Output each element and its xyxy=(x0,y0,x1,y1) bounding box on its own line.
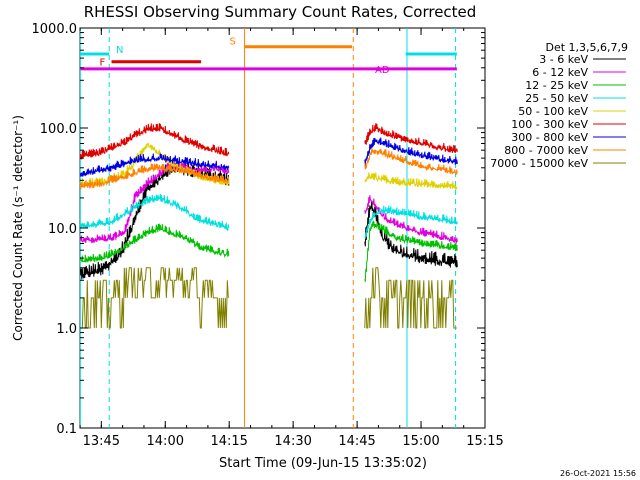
x-tick-label: 14:15 xyxy=(210,434,247,449)
plot-frame xyxy=(79,27,486,429)
x-tick-label: 13:45 xyxy=(83,434,120,449)
flag-label-s: S xyxy=(230,37,236,48)
y-tick-label: 1000.0 xyxy=(32,22,78,37)
generation-timestamp: 26-Oct-2021 15:56 xyxy=(560,469,636,478)
series-line-300-800-kev xyxy=(79,153,230,177)
x-tick-label: 14:00 xyxy=(147,434,184,449)
y-tick-label: 0.1 xyxy=(56,422,77,437)
legend-label-100-300-kev: 100 - 300 keV xyxy=(511,118,588,131)
legend-label-800-7000-kev: 800 - 7000 keV xyxy=(504,144,588,157)
series-line-800-7000-kev xyxy=(79,163,230,190)
y-tick-label: 10.0 xyxy=(48,222,77,237)
flag-label-f: F xyxy=(100,58,106,69)
x-tick-label: 14:30 xyxy=(274,434,311,449)
x-tick-label: 15:15 xyxy=(466,434,503,449)
series-line-25-50-kev xyxy=(364,205,458,240)
legend-label-6-12-kev: 6 - 12 keV xyxy=(532,66,588,79)
legend-title: Det 1,3,5,6,7,9 xyxy=(545,41,628,54)
flag-label-ad: AD xyxy=(375,65,390,76)
observing-flag-bars: NF S AD xyxy=(80,37,457,76)
series-line-25-50-kev xyxy=(79,193,230,231)
segment-boundary-lines xyxy=(79,28,457,428)
legend-label-25-50-kev: 25 - 50 keV xyxy=(525,92,588,105)
series-line-800-7000-kev xyxy=(364,147,458,176)
series-line-6-12-kev xyxy=(79,161,230,244)
legend-label-50-100-kev: 50 - 100 keV xyxy=(518,105,588,118)
count-rate-series xyxy=(79,123,458,329)
chart-title: RHESSI Observing Summary Count Rates, Co… xyxy=(84,3,477,21)
axis-ticks: 13:45 14:00 14:15 14:30 14:45 15:00 15:15 1000.… xyxy=(32,22,504,449)
series-line-7000-15000-kev xyxy=(364,267,457,329)
legend-label-300-800-kev: 300 - 800 keV xyxy=(511,131,588,144)
y-axis-label: Corrected Count Rate (s⁻¹ detector⁻¹) xyxy=(11,115,25,341)
flag-label-n: N xyxy=(116,45,123,56)
series-line-50-100-kev xyxy=(364,172,458,190)
series-line-300-800-kev xyxy=(364,137,458,167)
series-line-3-6-kev xyxy=(364,200,458,268)
x-tick-label: 14:45 xyxy=(338,434,375,449)
series-line-100-300-kev xyxy=(79,123,230,160)
x-axis-label: Start Time (09-Jun-15 13:35:02) xyxy=(219,456,427,471)
legend-label-7000-15000-kev: 7000 - 15000 keV xyxy=(490,157,588,170)
legend-label-12-25-kev: 12 - 25 keV xyxy=(525,79,588,92)
legend-label-3-6-kev: 3 - 6 keV xyxy=(539,53,588,66)
y-tick-label: 100.0 xyxy=(40,122,77,137)
series-line-6-12-kev xyxy=(364,195,458,244)
x-tick-label: 15:00 xyxy=(402,434,439,449)
series-line-7000-15000-kev xyxy=(80,267,229,329)
y-tick-label: 1.0 xyxy=(56,322,77,337)
series-line-100-300-kev xyxy=(364,123,458,154)
series-line-12-25-kev xyxy=(79,223,230,263)
series-line-12-25-kev xyxy=(364,220,458,282)
series-line-3-6-kev xyxy=(79,161,230,280)
